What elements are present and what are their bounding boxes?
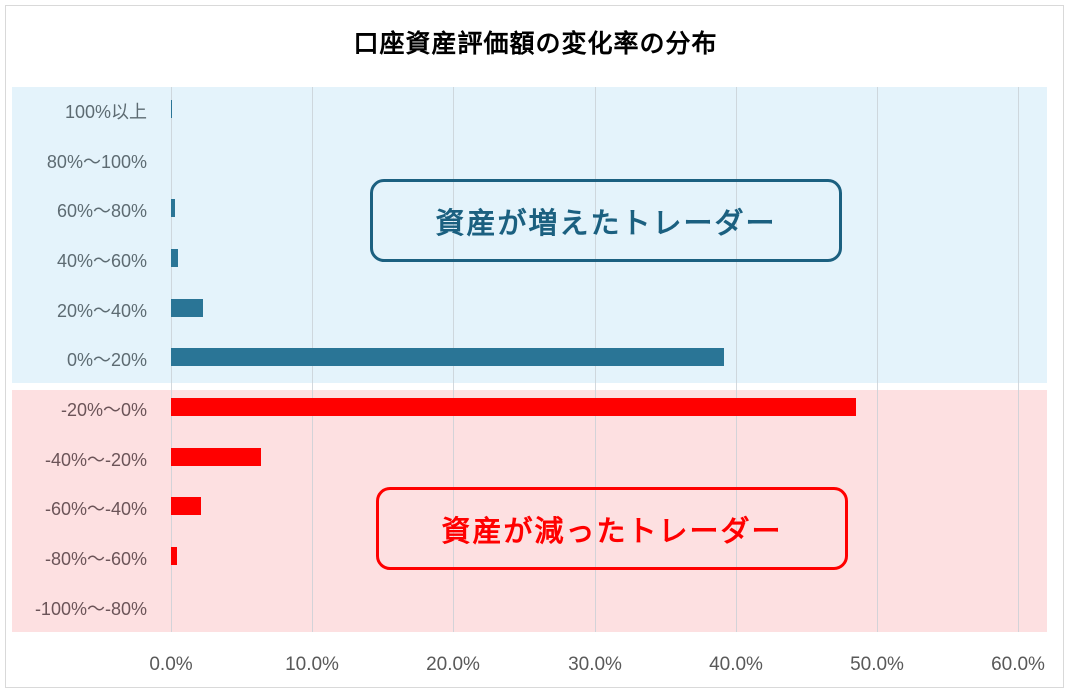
- category-label: -20%～0%: [60, 400, 147, 421]
- category-label: -100%～-80%: [34, 598, 147, 619]
- category-label: -60%～-40%: [44, 499, 147, 520]
- x-tick-label: 40.0%: [709, 654, 763, 675]
- bar: [171, 199, 175, 218]
- x-tick-label: 20.0%: [426, 654, 480, 675]
- bar: [171, 497, 201, 516]
- bar: [171, 248, 178, 267]
- bar: [171, 348, 724, 367]
- x-tick-label: 10.0%: [285, 654, 339, 675]
- x-tick-label: 30.0%: [568, 654, 622, 675]
- chart-title: 口座資産評価額の変化率の分布: [353, 29, 718, 58]
- gridline: [877, 87, 878, 632]
- loss-traders-callout: 資産が減ったトレーダー: [376, 487, 848, 570]
- category-label: 80%～100%: [46, 151, 147, 172]
- gridline: [1018, 87, 1019, 632]
- bar: [171, 398, 856, 417]
- category-label: -80%～-60%: [44, 549, 147, 570]
- bar: [171, 447, 261, 466]
- gridline: [736, 87, 737, 632]
- x-tick-label: 0.0%: [149, 654, 193, 675]
- category-label: 40%～60%: [56, 250, 147, 271]
- bar: [171, 99, 172, 118]
- bar: [171, 547, 177, 566]
- gain-traders-callout: 資産が増えたトレーダー: [370, 179, 842, 262]
- category-label: 60%～80%: [56, 201, 147, 222]
- category-label: 20%～40%: [56, 300, 147, 321]
- x-tick-label: 50.0%: [850, 654, 904, 675]
- gain-region-band: [12, 87, 1047, 383]
- x-tick-label: 60.0%: [991, 654, 1045, 675]
- category-label: -40%～-20%: [44, 449, 147, 470]
- category-label: 0%～20%: [66, 350, 147, 371]
- bar: [171, 298, 203, 317]
- category-label: 100%以上: [64, 101, 147, 122]
